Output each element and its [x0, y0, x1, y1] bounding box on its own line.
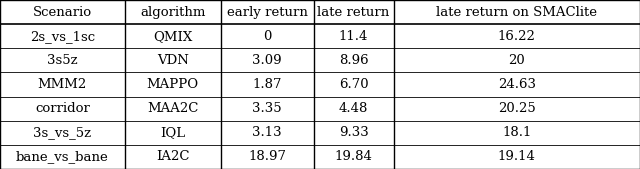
Text: IA2C: IA2C — [156, 150, 189, 163]
Text: QMIX: QMIX — [153, 30, 193, 43]
Text: 20.25: 20.25 — [498, 102, 536, 115]
Text: 19.84: 19.84 — [335, 150, 372, 163]
Text: 3.09: 3.09 — [252, 54, 282, 67]
Text: VDN: VDN — [157, 54, 189, 67]
Text: 18.1: 18.1 — [502, 126, 531, 139]
Text: Scenario: Scenario — [33, 6, 92, 19]
Text: late return on SMAClite: late return on SMAClite — [436, 6, 597, 19]
Text: late return: late return — [317, 6, 390, 19]
Text: 24.63: 24.63 — [498, 78, 536, 91]
Text: 18.97: 18.97 — [248, 150, 286, 163]
Text: 16.22: 16.22 — [498, 30, 536, 43]
Text: 8.96: 8.96 — [339, 54, 369, 67]
Text: MAA2C: MAA2C — [147, 102, 198, 115]
Text: bane_vs_bane: bane_vs_bane — [16, 150, 109, 163]
Text: 19.14: 19.14 — [498, 150, 536, 163]
Text: MAPPO: MAPPO — [147, 78, 199, 91]
Text: 1.87: 1.87 — [252, 78, 282, 91]
Text: corridor: corridor — [35, 102, 90, 115]
Text: 3.35: 3.35 — [252, 102, 282, 115]
Text: 20: 20 — [508, 54, 525, 67]
Text: 6.70: 6.70 — [339, 78, 369, 91]
Text: 11.4: 11.4 — [339, 30, 368, 43]
Text: 4.48: 4.48 — [339, 102, 368, 115]
Text: 2s_vs_1sc: 2s_vs_1sc — [30, 30, 95, 43]
Text: 9.33: 9.33 — [339, 126, 369, 139]
Text: 3s5z: 3s5z — [47, 54, 77, 67]
Text: MMM2: MMM2 — [38, 78, 87, 91]
Text: 0: 0 — [263, 30, 271, 43]
Text: IQL: IQL — [160, 126, 186, 139]
Text: 3.13: 3.13 — [252, 126, 282, 139]
Text: early return: early return — [227, 6, 308, 19]
Text: 3s_vs_5z: 3s_vs_5z — [33, 126, 92, 139]
Text: algorithm: algorithm — [140, 6, 205, 19]
